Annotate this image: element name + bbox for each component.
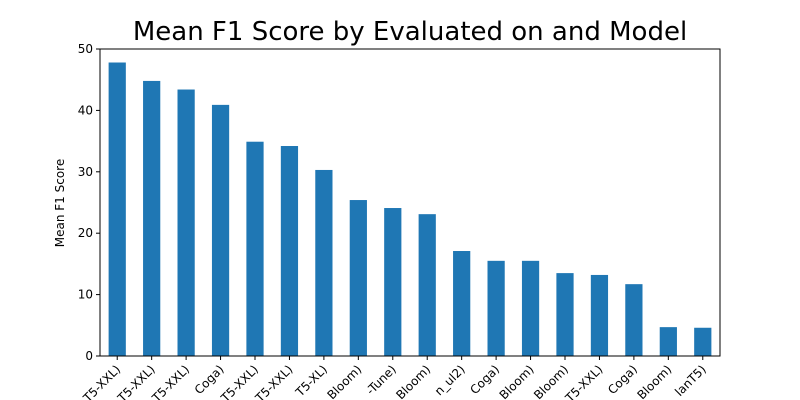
bar	[315, 169, 333, 356]
x-tick-label: T5-XL)	[292, 362, 330, 400]
x-tick-label: T5-XXL)	[149, 362, 192, 400]
bar	[659, 327, 677, 356]
y-axis-ticks: 0 10 20 30 40 50	[78, 42, 100, 363]
y-tick-label: 40	[78, 103, 93, 117]
bar	[521, 260, 540, 356]
x-tick-label: T5-XXL)	[562, 362, 605, 400]
bars-group	[108, 62, 712, 357]
plot-frame	[99, 48, 721, 357]
x-axis-ticks: T5-XXL)T5-XXL)T5-XXL) Coga)T5-XXL)T5-XXL)…	[80, 356, 709, 400]
bar	[590, 274, 609, 356]
bar	[384, 208, 402, 356]
bar	[418, 214, 436, 356]
x-tick-label: n_ul2)	[432, 362, 468, 398]
x-tick-label: Bloom)	[324, 362, 364, 400]
bar	[694, 327, 712, 356]
chart-title: Mean F1 Score by Evaluated on and Model	[133, 17, 687, 47]
bar	[487, 260, 505, 356]
y-tick-label: 10	[78, 288, 93, 302]
x-tick-label: Bloom)	[393, 362, 433, 400]
bar	[211, 104, 230, 357]
y-tick-label: 20	[78, 226, 93, 240]
x-tick-label: T5-XXL)	[252, 362, 295, 400]
y-tick-label: 0	[85, 349, 93, 363]
y-tick-label: 50	[78, 42, 93, 56]
y-axis-label: Mean F1 Score	[53, 159, 67, 247]
x-tick-label: Bloom)	[634, 362, 674, 400]
bar	[556, 273, 574, 356]
x-tick-label: lanT5)	[672, 362, 709, 399]
bar	[143, 80, 161, 356]
bar	[108, 62, 126, 357]
x-tick-label: Bloom)	[497, 362, 537, 400]
bar	[177, 89, 195, 357]
bar	[625, 284, 643, 356]
y-tick-label: 30	[78, 165, 93, 179]
bar	[246, 141, 264, 356]
bar	[349, 200, 367, 356]
bar	[280, 146, 299, 356]
bar	[453, 251, 471, 356]
